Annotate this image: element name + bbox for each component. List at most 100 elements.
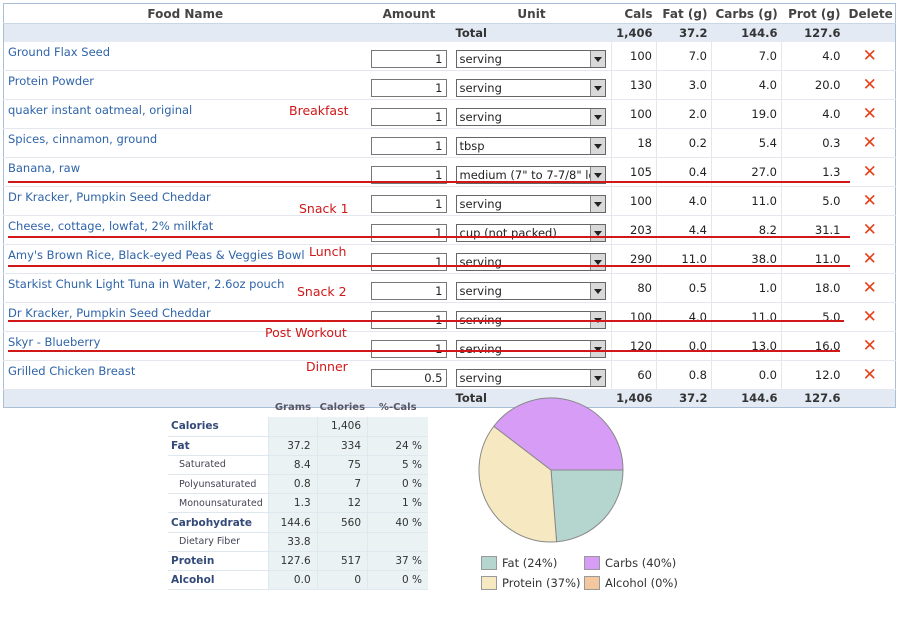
total-prot: 127.6 xyxy=(781,23,845,42)
cals-value: 120 xyxy=(611,331,657,361)
chevron-down-icon[interactable] xyxy=(589,137,605,154)
x-delete-icon[interactable]: ✕ xyxy=(862,335,877,356)
food-name-link[interactable]: Amy's Brown Rice, Black-eyed Peas & Vegg… xyxy=(8,247,305,262)
x-delete-icon[interactable]: ✕ xyxy=(862,364,877,385)
unit-select[interactable]: serving xyxy=(455,281,606,300)
amount-input[interactable]: 1 xyxy=(370,49,447,68)
amount-input[interactable]: 0.5 xyxy=(370,368,447,387)
food-name-link[interactable]: quaker instant oatmeal, original xyxy=(8,102,193,117)
carbs-value: 1.0 xyxy=(711,273,782,303)
food-row: Spices, cinnamon, ground 1 tbsp 18 0.2 5.4 0.3… xyxy=(3,128,896,158)
legend-swatch-protein xyxy=(481,576,497,590)
nutrition-pct: 40 % xyxy=(367,512,428,533)
fat-value: 2.0 xyxy=(656,99,712,129)
nutrition-calories: 517 xyxy=(316,551,368,572)
unit-select[interactable]: serving xyxy=(455,78,606,97)
amount-input[interactable]: 1 xyxy=(370,194,447,213)
amount-input[interactable]: 1 xyxy=(370,107,447,126)
x-delete-icon[interactable]: ✕ xyxy=(862,103,877,124)
chevron-down-icon[interactable] xyxy=(589,195,605,212)
unit-select[interactable]: serving xyxy=(455,339,606,358)
amount-input[interactable]: 1 xyxy=(370,281,447,300)
unit-select[interactable]: serving xyxy=(455,194,606,213)
food-name-link[interactable]: Grilled Chicken Breast xyxy=(8,363,136,378)
x-delete-icon[interactable]: ✕ xyxy=(862,190,877,211)
unit-select-value: serving xyxy=(457,312,590,328)
x-delete-icon[interactable]: ✕ xyxy=(862,248,877,269)
amount-input[interactable]: 1 xyxy=(370,252,447,271)
nutrition-label: Alcohol xyxy=(168,570,269,591)
nutrition-header-row: Grams Calories %-Cals xyxy=(168,398,428,417)
carbs-value: 38.0 xyxy=(711,244,782,274)
unit-select[interactable]: tbsp xyxy=(455,136,606,155)
unit-select-value: serving xyxy=(459,196,502,211)
unit-select[interactable]: cup (not packed) xyxy=(455,223,606,242)
food-name-link[interactable]: Skyr - Blueberry xyxy=(8,334,101,349)
col-unit: Unit xyxy=(451,3,612,24)
carbs-value: 11.0 xyxy=(711,186,782,216)
nutrition-pct: 24 % xyxy=(367,436,428,456)
x-delete-icon[interactable]: ✕ xyxy=(862,277,877,298)
x-delete-icon[interactable]: ✕ xyxy=(862,74,877,95)
fat-value: 4.0 xyxy=(656,186,712,216)
chevron-down-icon[interactable] xyxy=(589,340,605,357)
table-header-row: Food Name Amount Unit Cals Fat (g) Carbs… xyxy=(3,3,896,24)
x-delete-icon[interactable]: ✕ xyxy=(862,219,877,240)
nutrition-row: Saturated 8.4 75 5 % xyxy=(168,455,428,476)
x-delete-icon[interactable]: ✕ xyxy=(862,306,877,327)
pie-slice-carbs xyxy=(493,397,624,471)
fat-value: 0.2 xyxy=(656,128,712,158)
nutrition-label: Polyunsaturated xyxy=(168,474,269,495)
legend-swatch-fat xyxy=(481,556,497,570)
x-delete-icon[interactable]: ✕ xyxy=(862,45,877,66)
legend-label-alcohol: Alcohol (0%) xyxy=(605,576,678,590)
amount-input[interactable]: 1 xyxy=(370,136,447,155)
food-name-link[interactable]: Spices, cinnamon, ground xyxy=(8,131,158,146)
food-name-link[interactable]: Dr Kracker, Pumpkin Seed Cheddar xyxy=(8,305,211,320)
chevron-down-icon[interactable] xyxy=(589,108,605,125)
food-name-link[interactable]: Dr Kracker, Pumpkin Seed Cheddar xyxy=(8,189,211,204)
food-row: Cheese, cottage, lowfat, 2% milkfat 1 cup … xyxy=(3,215,896,245)
unit-select[interactable]: serving xyxy=(455,49,606,68)
unit-select[interactable]: serving xyxy=(455,368,606,387)
carbs-value: 5.4 xyxy=(711,128,782,158)
x-delete-icon[interactable]: ✕ xyxy=(862,161,877,182)
amount-input[interactable]: 1 xyxy=(370,339,447,358)
prot-value: 12.0 xyxy=(781,360,845,390)
amount-input[interactable]: 1 xyxy=(370,310,447,329)
amount-input[interactable]: 1 xyxy=(370,223,447,242)
nutrition-grams: 1.3 xyxy=(268,493,318,514)
unit-select-value: medium (7" to 7-7/8" lo xyxy=(459,167,590,182)
chevron-down-icon[interactable] xyxy=(589,224,605,241)
chevron-down-icon[interactable] xyxy=(589,166,605,183)
pie-slice-fat xyxy=(550,469,624,543)
unit-select[interactable]: serving xyxy=(455,252,606,271)
nutrition-grams: 0.8 xyxy=(268,474,318,495)
nutrition-pct: 1 % xyxy=(367,493,428,514)
food-name-link[interactable]: Banana, raw xyxy=(8,160,81,175)
legend-item-alcohol: Alcohol (0%) xyxy=(584,576,678,590)
chevron-down-icon[interactable] xyxy=(589,369,605,386)
food-name-link[interactable]: Ground Flax Seed xyxy=(8,44,111,59)
nutrition-calories: 75 xyxy=(316,455,368,476)
food-row: Grilled Chicken Breast 0.5 serving 60 0.8 0.0… xyxy=(3,360,896,390)
meal-label-breakfast: Breakfast xyxy=(289,103,349,118)
unit-select[interactable]: serving xyxy=(455,107,606,126)
x-delete-icon[interactable]: ✕ xyxy=(862,132,877,153)
carbs-value: 13.0 xyxy=(711,331,782,361)
cals-value: 100 xyxy=(611,186,657,216)
chevron-down-icon[interactable] xyxy=(589,50,605,67)
chevron-down-icon[interactable] xyxy=(589,282,605,299)
unit-select[interactable]: serving xyxy=(455,310,606,329)
chevron-down-icon[interactable] xyxy=(589,253,605,270)
food-name-link[interactable]: Protein Powder xyxy=(8,73,95,88)
chevron-down-icon[interactable] xyxy=(589,79,605,96)
food-name-link[interactable]: Cheese, cottage, lowfat, 2% milkfat xyxy=(8,218,214,233)
amount-input[interactable]: 1 xyxy=(370,78,447,97)
food-name-link[interactable]: Starkist Chunk Light Tuna in Water, 2.6o… xyxy=(8,276,285,291)
amount-input[interactable]: 1 xyxy=(370,165,447,184)
nutrition-row: Polyunsaturated 0.8 7 0 % xyxy=(168,474,428,495)
unit-select[interactable]: medium (7" to 7-7/8" lo xyxy=(455,165,606,184)
total-row-top: Total 1,406 37.2 144.6 127.6 xyxy=(3,23,896,42)
prot-value: 4.0 xyxy=(781,99,845,129)
